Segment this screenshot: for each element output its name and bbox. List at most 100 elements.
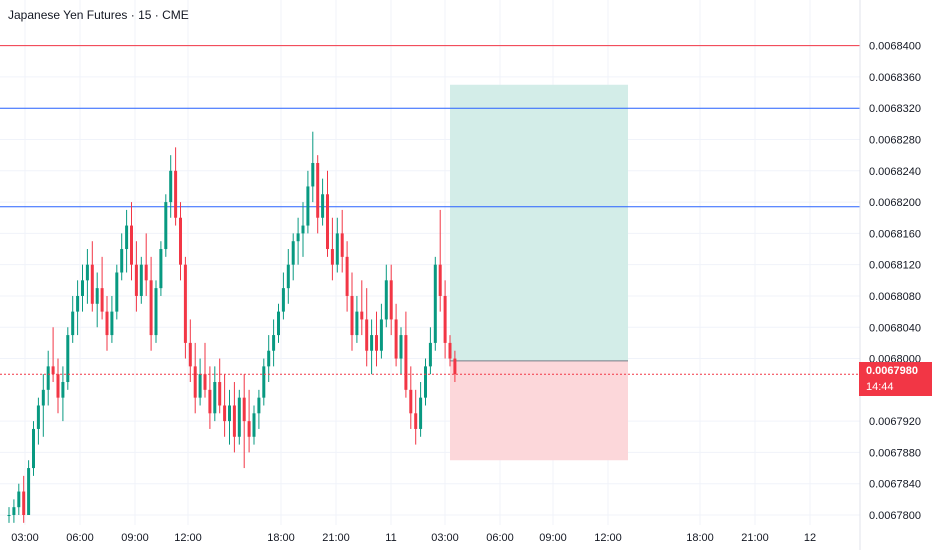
candle-body: [76, 295, 80, 312]
symbol-title: Japanese Yen Futures · 15 · CME: [8, 8, 189, 22]
y-tick-label: 0.0068280: [869, 135, 921, 147]
candle-body: [228, 405, 231, 422]
candle-body: [326, 194, 329, 250]
candle-body: [193, 366, 197, 398]
candle-body: [335, 233, 339, 265]
horizontal-lines[interactable]: [0, 45, 860, 208]
candle-body: [134, 264, 138, 296]
x-tick-label: 06:00: [66, 532, 94, 544]
y-tick-label: 0.0067800: [869, 510, 921, 522]
candle-body: [438, 264, 442, 296]
candle-body: [218, 382, 222, 406]
y-tick-label: 0.0068200: [869, 197, 921, 209]
candle-body: [424, 366, 427, 398]
long-position-tool[interactable]: [450, 84, 628, 461]
candle-body: [448, 342, 452, 359]
time-axis[interactable]: 03:00 06:00 09:00 12:00 18:00 21:00 11 03:00 06:…: [11, 532, 816, 544]
candle-body: [394, 319, 398, 359]
candle-body: [242, 397, 246, 422]
candle-body: [409, 389, 413, 414]
candle-body: [262, 366, 266, 398]
y-tick-label: 0.0068240: [869, 166, 921, 178]
candle-body: [384, 280, 388, 320]
candle-body: [257, 397, 261, 414]
x-tick-label: 21:00: [741, 532, 769, 544]
x-tick-label: 09:00: [121, 532, 149, 544]
candle-body: [174, 170, 178, 218]
candle-body: [120, 249, 124, 273]
candle-body: [414, 413, 418, 429]
profit-zone[interactable]: [450, 84, 628, 361]
candle-body: [365, 319, 369, 351]
candle-body: [252, 413, 256, 437]
candle-body: [247, 421, 251, 437]
candle-body: [149, 280, 153, 336]
candle-body: [428, 342, 432, 367]
candle-body: [41, 389, 45, 406]
candle-body: [179, 217, 182, 265]
candle-body: [301, 225, 305, 234]
candle-body: [139, 264, 143, 296]
candle-body: [12, 507, 16, 515]
candle-body: [144, 264, 148, 281]
candle-body: [443, 295, 447, 343]
x-tick-label: 12: [804, 532, 816, 544]
candle-body: [32, 428, 35, 469]
candle-body: [95, 288, 99, 304]
candle-body: [350, 295, 354, 336]
candle-body: [404, 335, 408, 390]
candle-body: [110, 311, 114, 336]
candle-body: [66, 335, 70, 383]
candle-body: [81, 280, 84, 296]
candle-body: [85, 264, 89, 281]
x-tick-label: 03:00: [11, 532, 39, 544]
candle-body: [399, 335, 403, 359]
chart-grid: [0, 0, 860, 525]
stop-loss-zone[interactable]: [450, 360, 628, 461]
candle-body: [330, 249, 334, 265]
y-tick-label: 0.0068120: [869, 260, 921, 272]
candle-body: [340, 233, 344, 257]
candle-body: [419, 397, 423, 429]
y-tick-label: 0.0068080: [869, 291, 921, 303]
y-tick-label: 0.0068320: [869, 103, 921, 115]
x-tick-label: 12:00: [594, 532, 622, 544]
candle-body: [100, 288, 104, 312]
candle-body: [7, 515, 11, 516]
candle-body: [51, 366, 55, 375]
candle-body: [17, 491, 21, 508]
y-tick-label: 0.0067880: [869, 447, 921, 459]
y-tick-label: 0.0068400: [869, 41, 921, 53]
candle-body: [36, 405, 40, 429]
candle-body: [375, 335, 378, 351]
candle-body: [90, 264, 94, 304]
x-tick-label: 12:00: [174, 532, 202, 544]
candle-body: [232, 405, 236, 437]
candlestick-series: [7, 131, 457, 523]
current-price-tag: 0.0067980 14:44: [859, 362, 932, 396]
candle-body: [360, 311, 364, 320]
candle-body: [169, 170, 173, 203]
y-tick-label: 0.0068160: [869, 228, 921, 240]
candle-body: [286, 264, 290, 289]
candle-body: [370, 335, 374, 351]
price-axis[interactable]: 0.0068400 0.0068360 0.0068320 0.0068280 0.00…: [869, 41, 921, 522]
candle-body: [164, 202, 168, 250]
x-tick-label: 11: [385, 532, 396, 544]
candle-body: [272, 335, 276, 351]
candle-body: [311, 162, 315, 187]
candle-body: [389, 280, 393, 320]
x-tick-label: 21:00: [322, 532, 350, 544]
y-tick-label: 0.0068360: [869, 72, 921, 84]
candle-body: [46, 366, 50, 390]
candle-body: [379, 319, 383, 351]
candle-body: [208, 389, 212, 414]
candle-body: [183, 264, 187, 343]
candle-body: [281, 288, 285, 312]
candle-body: [223, 405, 227, 422]
candle-body: [321, 194, 325, 218]
candle-body: [306, 186, 310, 226]
x-tick-label: 06:00: [486, 532, 514, 544]
candle-body: [188, 342, 192, 367]
